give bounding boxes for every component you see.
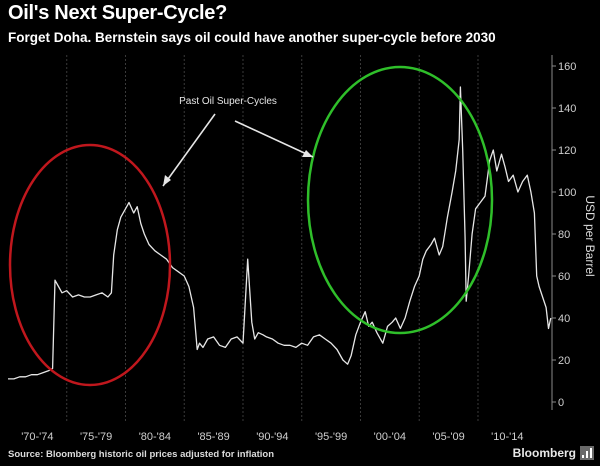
annotation-arrowhead-right: [302, 150, 313, 157]
vertical-grid: [66, 55, 479, 422]
x-tick-label: '95-'99: [315, 431, 347, 443]
bloomberg-logo-text: Bloomberg: [512, 446, 576, 460]
y-tick-label: 80: [558, 229, 570, 241]
x-tick-label: '85-'89: [197, 431, 229, 443]
y-axis: 0 20 40 60 80 100 120 140 160: [551, 55, 576, 410]
annotation-arrowhead-left: [163, 175, 171, 186]
y-tick-label: 100: [558, 187, 576, 199]
chart-title: Oil's Next Super-Cycle?: [8, 2, 228, 24]
oil-price-line: [8, 86, 552, 380]
annotation-arrow-right: [234, 120, 314, 158]
y-tick-label: 140: [558, 103, 576, 115]
x-tick-label: '00-'04: [374, 431, 406, 443]
y-axis-label: USD per Barrel: [583, 195, 597, 276]
annotation-group: Past Oil Super-Cycles: [162, 96, 314, 187]
chart-subtitle: Forget Doha. Bernstein says oil could ha…: [8, 30, 496, 45]
x-axis-ticks: '70-'74 '75-'79 '80-'84 '85-'89 '90-'94 '95-'…: [21, 431, 523, 443]
y-tick-label: 0: [558, 397, 564, 409]
y-tick-label: 20: [558, 355, 570, 367]
green-highlight-circle: [306, 65, 494, 335]
red-highlight-circle: [8, 143, 172, 387]
x-tick-label: '80-'84: [139, 431, 171, 443]
y-tick-label: 40: [558, 313, 570, 325]
price-series: [8, 86, 552, 380]
x-tick-label: '90-'94: [256, 431, 288, 443]
x-tick-label: '05-'09: [432, 431, 464, 443]
y-tick-label: 160: [558, 61, 576, 73]
highlight-circles: [8, 65, 494, 387]
x-tick-label: '10-'14: [491, 431, 523, 443]
x-tick-label: '75-'79: [80, 431, 112, 443]
bloomberg-mark-icon: [580, 446, 594, 460]
y-tick-label: 60: [558, 271, 570, 283]
source-note: Source: Bloomberg historic oil prices ad…: [8, 449, 275, 460]
y-tick-label: 120: [558, 145, 576, 157]
x-tick-label: '70-'74: [21, 431, 53, 443]
annotation-label: Past Oil Super-Cycles: [179, 96, 277, 107]
annotation-arrow-left: [162, 113, 216, 187]
